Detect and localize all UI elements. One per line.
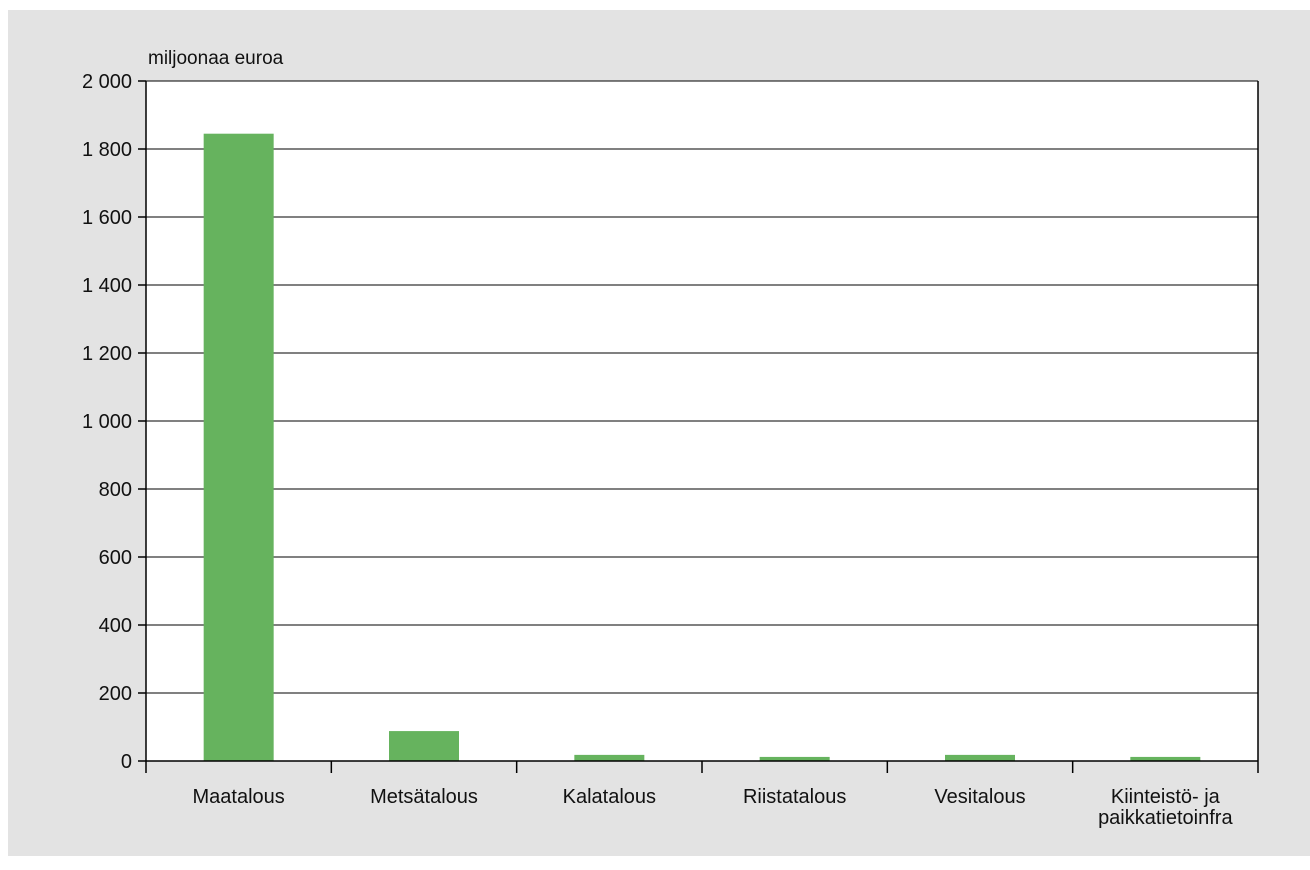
bar xyxy=(1130,756,1201,761)
bar xyxy=(945,754,1015,761)
y-tick-labels: 0 200 400 600 800 1 000 1 200 1 400 1 600 1 800 2 … xyxy=(82,71,146,773)
bar-chart: 0 200 400 600 800 1 000 1 200 1 400 1 600 1 800 2 … xyxy=(82,48,1259,829)
y-tick-label: 1 600 xyxy=(82,207,132,229)
bar xyxy=(203,133,274,761)
y-tick-label: 600 xyxy=(99,547,132,569)
bar xyxy=(574,754,645,761)
y-tick-label: 1 000 xyxy=(82,411,132,433)
y-tick-label: 800 xyxy=(99,479,132,501)
bars xyxy=(203,133,1201,761)
y-axis-label: miljoonaa euroa xyxy=(148,48,284,69)
x-tick-label: Maatalous xyxy=(193,786,285,808)
x-tick-label: Kiinteistö- ja paikkatietoinfra xyxy=(1098,786,1233,829)
bar xyxy=(759,756,830,761)
y-tick-label: 1 200 xyxy=(82,343,132,365)
x-tick-labels: Maatalous Metsätalous Kalatalous Riistatalo… xyxy=(193,786,1234,829)
gridlines xyxy=(146,80,1258,694)
x-tick-label: Kalatalous xyxy=(563,786,656,808)
y-tick-label: 1 800 xyxy=(82,139,132,161)
y-tick-label: 400 xyxy=(99,615,132,637)
y-tick-label: 0 xyxy=(121,751,132,773)
x-tick-label: Riistatalous xyxy=(743,786,846,808)
bar xyxy=(389,731,459,761)
y-tick-label: 200 xyxy=(99,683,132,705)
y-tick-label: 2 000 xyxy=(82,71,132,93)
y-tick-label: 1 400 xyxy=(82,275,132,297)
x-tick-label: Metsätalous xyxy=(370,786,478,808)
x-tick-label: Vesitalous xyxy=(934,786,1025,808)
chart-frame: 0 200 400 600 800 1 000 1 200 1 400 1 600 1 800 2 … xyxy=(8,10,1310,856)
